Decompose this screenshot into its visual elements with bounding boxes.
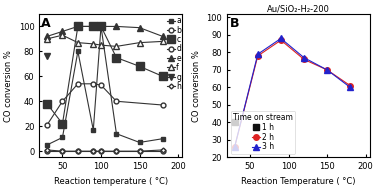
b <box>99 150 103 152</box>
a <box>76 50 80 52</box>
2 h <box>325 69 329 71</box>
Line: 3 h: 3 h <box>232 36 353 150</box>
e <box>160 35 165 38</box>
d <box>76 83 80 85</box>
e <box>99 25 103 28</box>
e <box>137 27 142 29</box>
a <box>114 133 119 135</box>
e <box>76 25 80 28</box>
2 h <box>279 39 283 41</box>
Text: B: B <box>230 17 239 30</box>
3 h <box>348 86 353 89</box>
f <box>76 41 80 44</box>
b <box>160 150 165 152</box>
c <box>76 25 80 28</box>
f <box>60 34 65 36</box>
a <box>45 144 49 146</box>
h <box>137 150 142 152</box>
f <box>45 38 49 40</box>
Line: f: f <box>44 32 166 49</box>
f <box>160 40 165 43</box>
c <box>45 103 49 105</box>
h <box>76 150 80 152</box>
3 h <box>232 146 237 148</box>
d <box>91 83 96 85</box>
c <box>91 25 96 28</box>
Line: e: e <box>44 24 166 39</box>
3 h <box>325 69 329 71</box>
Line: a: a <box>45 24 165 147</box>
Line: c: c <box>43 23 166 127</box>
a <box>91 129 96 131</box>
a <box>60 136 65 139</box>
b <box>60 150 65 152</box>
b <box>45 150 49 152</box>
Line: b: b <box>45 149 165 154</box>
a <box>99 25 103 28</box>
X-axis label: Reaction Temperature ( °C): Reaction Temperature ( °C) <box>241 177 355 186</box>
2 h <box>302 58 306 61</box>
Line: h: h <box>45 148 164 153</box>
Line: 2 h: 2 h <box>232 37 353 150</box>
e <box>114 25 119 28</box>
a <box>160 138 165 140</box>
c <box>60 123 65 125</box>
c <box>160 75 165 78</box>
Legend: 1 h, 2 h, 3 h: 1 h, 2 h, 3 h <box>231 111 295 154</box>
h <box>45 149 49 151</box>
h <box>160 149 165 151</box>
f <box>114 45 119 48</box>
e <box>45 35 49 38</box>
Y-axis label: CO conversion %: CO conversion % <box>4 50 13 122</box>
c <box>137 65 142 67</box>
a <box>137 141 142 144</box>
Legend: a, b, c, d, e, f, g, h: a, b, c, d, e, f, g, h <box>166 15 182 92</box>
b <box>76 150 80 152</box>
3 h <box>302 57 306 59</box>
Title: Au/SiO₂-H₂-200: Au/SiO₂-H₂-200 <box>267 4 330 13</box>
3 h <box>256 53 260 55</box>
3 h <box>279 37 283 40</box>
h <box>99 150 103 152</box>
h <box>60 150 65 152</box>
Line: d: d <box>45 81 165 127</box>
e <box>91 25 96 28</box>
d <box>45 124 49 126</box>
d <box>160 104 165 106</box>
b <box>137 150 142 152</box>
f <box>91 43 96 45</box>
d <box>99 84 103 86</box>
2 h <box>232 146 237 148</box>
c <box>114 56 119 59</box>
d <box>60 100 65 102</box>
h <box>114 150 119 152</box>
X-axis label: Reaction temperature ( °C): Reaction temperature ( °C) <box>54 177 168 186</box>
Y-axis label: CO conversion %: CO conversion % <box>192 50 201 122</box>
f <box>137 41 142 44</box>
c <box>99 25 103 28</box>
Text: A: A <box>41 17 50 30</box>
h <box>91 150 96 152</box>
e <box>60 30 65 32</box>
f <box>99 44 103 46</box>
2 h <box>348 85 353 87</box>
b <box>91 150 96 152</box>
2 h <box>256 55 260 57</box>
d <box>114 100 119 102</box>
b <box>114 150 119 152</box>
